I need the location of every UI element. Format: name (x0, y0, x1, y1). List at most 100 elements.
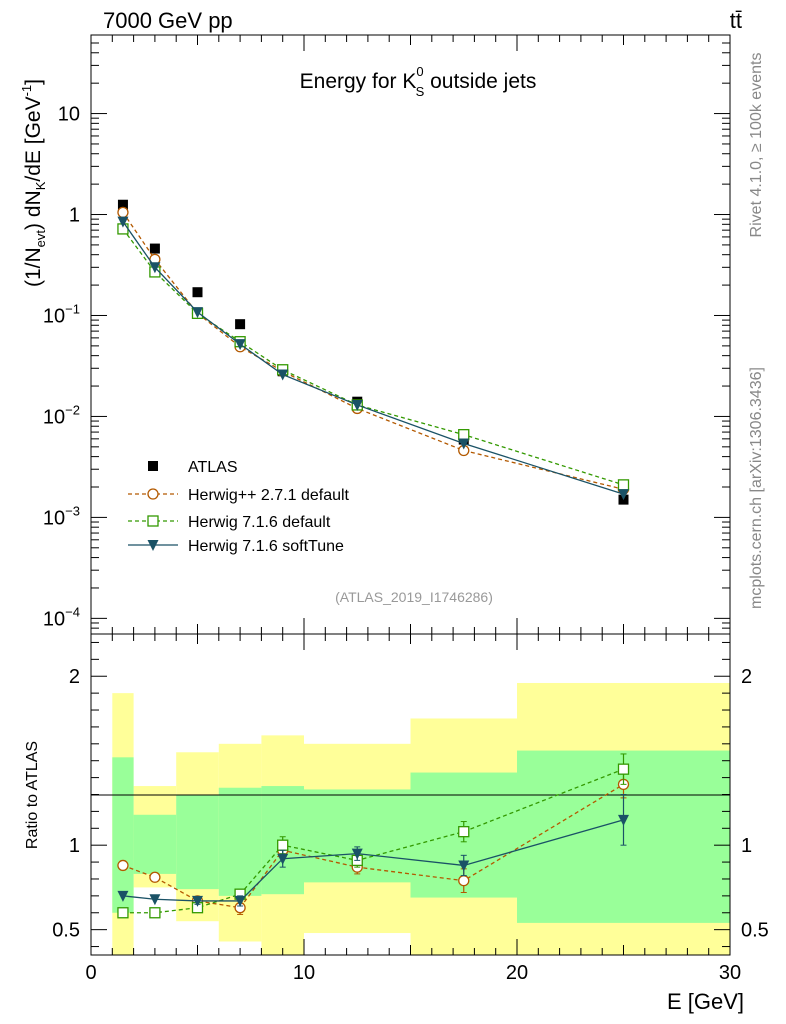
data-point (149, 262, 161, 274)
data-point (617, 479, 630, 491)
main-plot-title: Energy for K0 S outside jets (300, 64, 537, 99)
series-line (122, 221, 624, 495)
ratio-point (234, 895, 246, 907)
ratio-point (149, 907, 161, 919)
y-tick-exponent: −2 (65, 402, 80, 417)
ratio-point (117, 890, 129, 902)
ratio-point (277, 839, 289, 851)
title-main: Energy for K (300, 70, 417, 93)
y-tick-base: 10 (43, 305, 65, 327)
y-tick-label: 10 (58, 104, 80, 126)
y-tick-label: 1 (69, 205, 80, 227)
ratio-y-tick-label-right: 0.5 (741, 920, 769, 942)
legend-label: Herwig 7.1.6 softTune (188, 538, 344, 555)
ratio-point (149, 871, 161, 883)
x-tick-label: 20 (506, 962, 528, 984)
y-tick-base: 10 (43, 507, 65, 529)
y-tick-base: 1 (69, 205, 80, 227)
data-point (234, 339, 246, 351)
y-tick-exponent: −1 (65, 301, 80, 316)
ratio-y-tick-label-right: 1 (741, 835, 752, 857)
ratio-y-tick-label-right: 2 (741, 666, 752, 688)
inner-band (218, 787, 262, 896)
y-tick-base: 10 (43, 608, 65, 630)
legend-entry: ATLAS (148, 459, 238, 476)
side-label-mcplots: mcplots.cern.ch [arXiv:1306.3436] (748, 367, 765, 609)
inner-band (133, 814, 177, 874)
data-point (192, 287, 203, 298)
ratio-point (351, 848, 363, 860)
side-label-rivet: Rivet 4.1.0, ≥ 100k events (748, 53, 765, 238)
main-plot-frame (90, 34, 731, 635)
ratio-point (117, 859, 129, 872)
ratio-point (192, 895, 203, 907)
data-point (117, 216, 129, 228)
y-tick-base: 10 (43, 406, 65, 428)
data-point (117, 206, 129, 219)
ratio-line (122, 768, 624, 914)
series-1 (117, 206, 630, 495)
ratio-point (618, 814, 629, 826)
x-tick-label: 10 (293, 962, 315, 984)
title-rest: outside jets (424, 70, 536, 93)
legend: ATLAS Herwig++ 2.7.1 default Herwig 7.1.6 … (128, 459, 350, 555)
ratio-point (277, 853, 289, 865)
legend-marker (147, 488, 159, 500)
legend-entry: Herwig 7.1.6 softTune (128, 538, 344, 555)
data-point (351, 399, 363, 411)
y-tick-label: 10−1 (43, 301, 80, 327)
data-point (235, 319, 246, 330)
header-energy-label: 7000 GeV pp (103, 8, 233, 33)
ratio-series-2 (117, 794, 629, 907)
inner-band (112, 757, 134, 913)
x-axis-label: E [GeV] (667, 989, 744, 1014)
header-process-label: tt̄ (730, 8, 742, 33)
ratio-y-axis-label: Ratio to ATLAS (24, 741, 41, 849)
ratio-point (149, 894, 161, 906)
legend-entry: Herwig++ 2.7.1 default (128, 487, 350, 504)
ratio-series-group (117, 753, 630, 919)
inner-band (176, 794, 219, 890)
ratio-plot-frame (90, 633, 731, 956)
ratio-y-tick-label-left: 0.5 (52, 920, 80, 942)
y-tick-base: 10 (58, 104, 80, 126)
series-3 (117, 216, 629, 501)
data-point (192, 307, 203, 319)
ratio-point (458, 826, 470, 838)
data-point (277, 369, 289, 381)
legend-marker (147, 540, 159, 551)
data-point (149, 243, 160, 254)
y-tick-label: 10−3 (43, 503, 80, 529)
ratio-y-tick-label-left: 1 (69, 835, 80, 857)
ratio-uncertainty-bands (112, 682, 730, 955)
ratio-plot-panel: 0 10 20 300.5 0.51 12 2 Ratio to ATLAS (24, 633, 769, 984)
data-point (618, 489, 629, 501)
legend-entry: Herwig 7.1.6 default (128, 514, 331, 531)
legend-label: ATLAS (188, 459, 238, 476)
ratio-point (458, 875, 470, 887)
data-point (458, 429, 470, 441)
main-y-axis-label: (1/Nevt) dNK/dE [GeV-1] (19, 79, 48, 287)
title-sup: 0 (416, 64, 423, 79)
ratio-point (458, 860, 470, 872)
legend-marker (147, 515, 159, 527)
y-tick-exponent: −4 (65, 604, 80, 619)
analysis-id-label: (ATLAS_2019_I1746286) (335, 589, 493, 605)
x-tick-label: 0 (85, 962, 96, 984)
ratio-line (122, 819, 624, 902)
y-tick-label: 10−2 (43, 402, 80, 428)
data-point (458, 438, 470, 450)
ratio-point (117, 907, 129, 919)
ratio-point (617, 763, 630, 775)
y-tick-exponent: −3 (65, 503, 80, 518)
legend-label: Herwig++ 2.7.1 default (188, 487, 350, 504)
legend-marker (148, 461, 158, 471)
main-series-group (117, 199, 630, 505)
legend-label: Herwig 7.1.6 default (188, 514, 331, 531)
ratio-y-tick-label-left: 2 (69, 666, 80, 688)
series-line (122, 212, 624, 490)
ratio-axis-ticks: 0 10 20 300.5 0.51 12 2 (52, 634, 769, 984)
